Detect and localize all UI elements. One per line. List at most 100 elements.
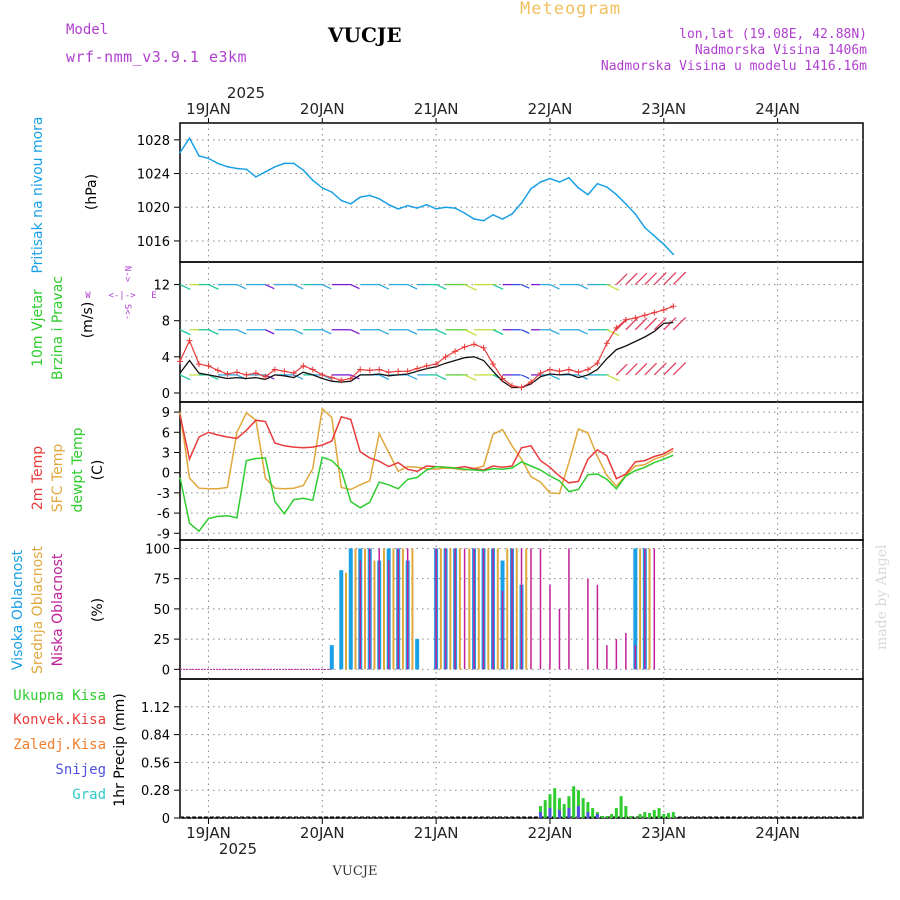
wind-direction-arrow (265, 283, 275, 290)
pressure-point (558, 181, 561, 183)
wind-max-marker (300, 362, 307, 369)
pressure-point (568, 176, 570, 179)
precip-total-bar (638, 814, 642, 818)
cloud-low-bar (606, 645, 608, 670)
pressure-point (463, 212, 466, 214)
wind-direction-arrow (464, 374, 477, 382)
wind-direction-arrow (322, 329, 332, 335)
cloud-low-bar (482, 548, 485, 670)
wind-max-marker (546, 366, 553, 373)
cloud-low-bar (549, 584, 551, 670)
wind-direction-arrow (435, 283, 447, 290)
wind-max-marker (290, 370, 297, 377)
cloud-mid-bar (382, 548, 385, 670)
cloud-low-bar (587, 578, 589, 670)
wind-max-marker (395, 368, 402, 375)
precip-total-bar (557, 798, 561, 818)
y-tick-label: 3 (162, 446, 170, 461)
cloud-high-bar (415, 639, 420, 670)
pressure-point (198, 155, 200, 157)
wind-direction-arrow (606, 283, 620, 291)
y-tick-label: 0.28 (141, 784, 170, 799)
precip-total-bar (548, 794, 552, 818)
pressure-point (587, 193, 589, 196)
y-tick-label: 1020 (137, 201, 170, 216)
precip-snow-bar (586, 812, 590, 818)
cloud-low-bar (492, 548, 494, 670)
cloud-mid-bar (496, 548, 499, 670)
wind-direction-arrow (644, 272, 658, 286)
y-tick-label: 8 (162, 315, 170, 330)
wind-direction-arrow (521, 374, 530, 380)
pressure-point (264, 171, 267, 173)
precip-snow-bar (567, 808, 571, 818)
y-tick-label: 0 (162, 467, 170, 482)
cloud-mid-bar (648, 548, 651, 670)
wind-side-label-2: Brzina i Pravac (50, 276, 66, 380)
top-date-label: 20JAN (300, 100, 345, 118)
y-tick-label: 50 (153, 603, 170, 618)
wind-max-marker (594, 360, 601, 367)
cloud-mid-bar (458, 548, 461, 670)
temp-side-label-3: dewpt Temp (70, 427, 86, 512)
pressure-point (359, 196, 362, 198)
pressure-point (511, 213, 513, 215)
wind-direction-arrow (663, 362, 677, 376)
wind-max-marker (233, 369, 240, 376)
coords-label: lon,lat (19.08E, 42.88N) (679, 27, 867, 42)
cloud-mid-bar (477, 548, 480, 670)
pressure-point (672, 253, 675, 256)
cloud-mid-bar (449, 548, 452, 670)
cloud-low-bar (444, 548, 447, 670)
wind-max-marker (195, 361, 202, 368)
precip-total-bar (662, 814, 666, 818)
pressure-point (293, 162, 295, 165)
wind-compass: W <-|-> E N-> S<- (85, 266, 156, 320)
precip-total-bar (553, 788, 557, 818)
pressure-point (662, 243, 665, 246)
wind-max-marker (442, 353, 449, 360)
wind-direction-arrow (464, 283, 477, 291)
wind-max-marker (328, 374, 335, 381)
precip-total-bar (610, 814, 614, 818)
precip-snow-bar (548, 808, 552, 818)
y-tick-label: 0 (162, 812, 170, 827)
pressure-point (473, 218, 475, 220)
wind-max-marker (632, 315, 639, 321)
bottom-date-label: 23JAN (641, 824, 686, 842)
pressure-point (236, 167, 238, 170)
wind-max-marker (243, 371, 250, 378)
bottom-date-label: 19JAN (186, 824, 231, 842)
elevation-label: Nadmorska Visina 1406m (695, 43, 867, 58)
cloud-low-bar (596, 584, 599, 670)
model-label: Model (66, 22, 108, 38)
y-tick-label: 1016 (137, 235, 170, 250)
precip-total-bar (576, 790, 580, 818)
top-year-label: 2025 (227, 84, 265, 102)
wind-max-marker (366, 367, 373, 374)
location-title: VUCJE (327, 23, 402, 47)
pressure-point (207, 157, 210, 160)
cloud-low-bar (511, 548, 513, 670)
pressure-point (416, 207, 418, 209)
wind-direction-arrow (179, 329, 191, 336)
y-tick-label: -9 (157, 527, 170, 542)
wind-max-marker (281, 368, 288, 375)
pressure-point (435, 208, 437, 210)
top-date-label: 24JAN (755, 100, 800, 118)
pressure-point (302, 169, 305, 171)
pressure-point (425, 203, 428, 206)
wind-max-marker (471, 341, 478, 348)
pressure-point (625, 203, 627, 205)
precip-total-bar (629, 816, 633, 818)
wind-max-marker (414, 365, 421, 372)
y-tick-label: 0.56 (141, 756, 170, 771)
wind-max-marker (347, 375, 354, 382)
temp2m-line (179, 414, 674, 484)
cloud-high-bar (329, 645, 334, 670)
precip-total-bar (572, 786, 576, 818)
y-tick-label: 1028 (137, 134, 170, 149)
wind-direction-arrow (521, 283, 530, 289)
wind-max-marker (186, 337, 193, 344)
y-tick-label: 100 (145, 542, 170, 557)
